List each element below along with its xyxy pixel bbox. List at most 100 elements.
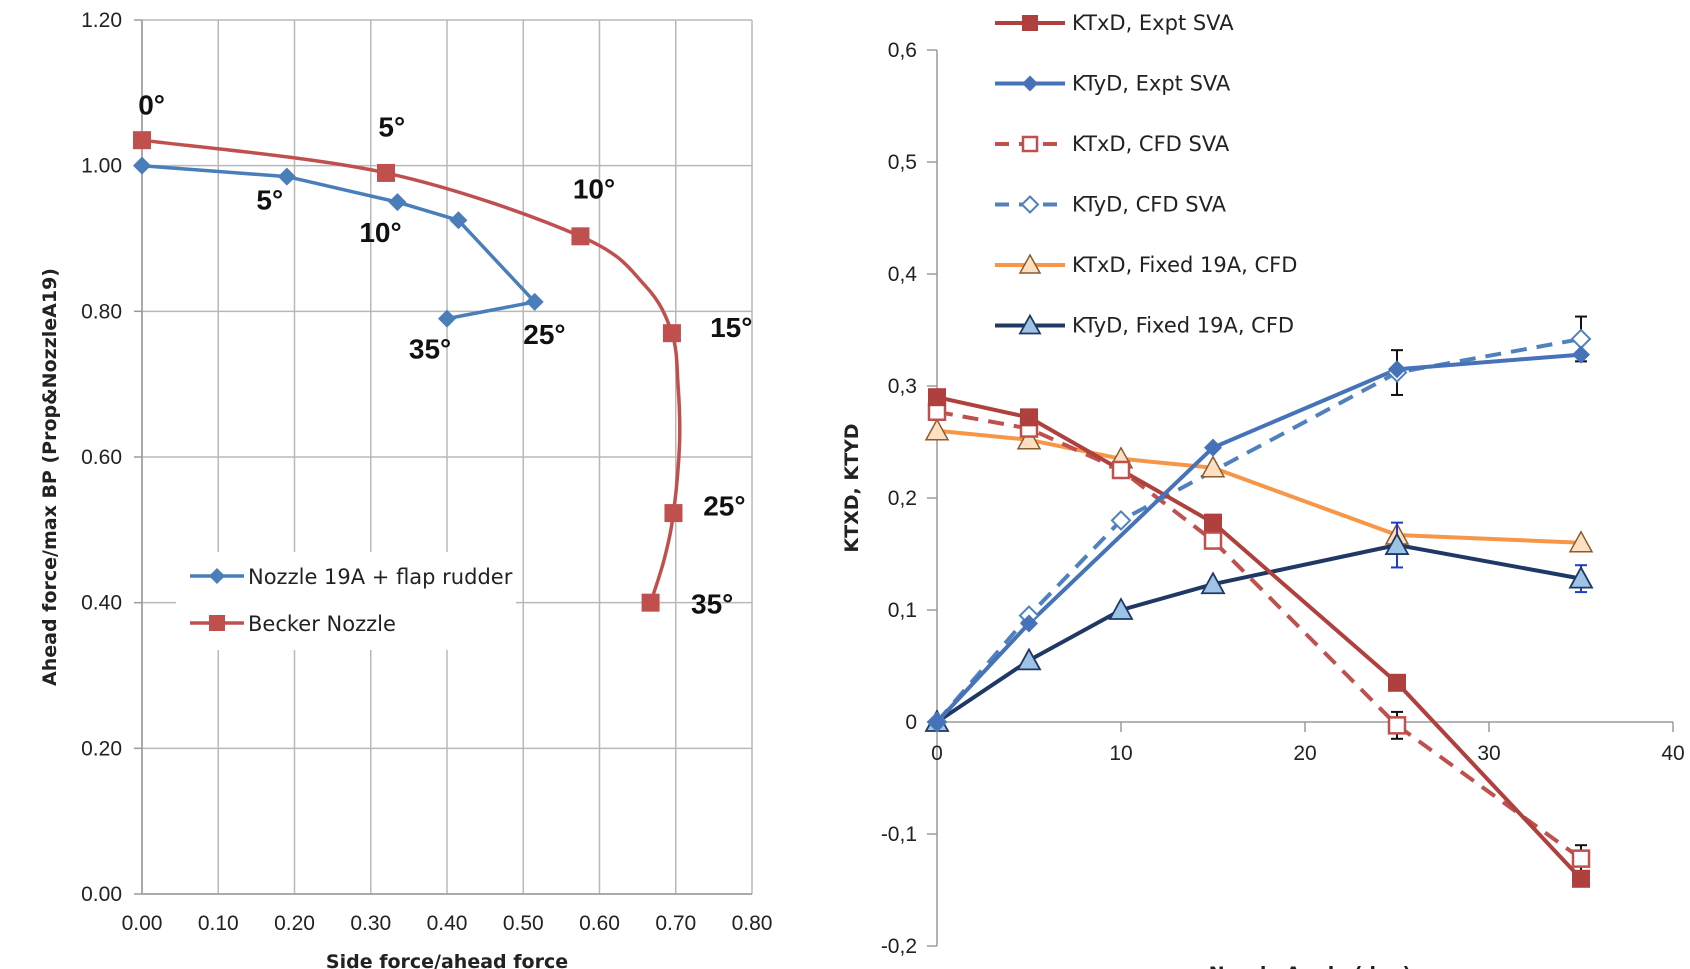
- data-point: [388, 193, 407, 212]
- legend-label: KTyD, Expt SVA: [1072, 72, 1231, 96]
- y-tick-label: 0,2: [888, 487, 917, 510]
- y-axis-title: KTXD, KTYD: [841, 423, 863, 552]
- legend-label: KTxD, Expt SVA: [1072, 11, 1234, 35]
- y-tick-label: 1.20: [81, 9, 122, 32]
- series-line-5: [936, 428, 1582, 545]
- y-tick-label: 0.20: [81, 737, 122, 760]
- x-tick-label: 0.60: [579, 912, 620, 935]
- angle-annotation: 10°: [359, 217, 401, 248]
- y-tick-label: 0,3: [888, 375, 917, 398]
- data-point: [1572, 869, 1590, 888]
- data-point: [1571, 849, 1591, 868]
- y-tick-label: 1.00: [81, 155, 122, 178]
- x-tick-label: 10: [1109, 742, 1132, 765]
- data-point: [1387, 716, 1407, 735]
- x-tick-label: 0.80: [732, 912, 773, 935]
- data-point: [1568, 530, 1594, 553]
- data-point: [1384, 532, 1410, 555]
- legend-marker: [1021, 135, 1039, 153]
- data-point: [1200, 571, 1226, 595]
- legend-box: [176, 552, 516, 650]
- angle-annotation: 25°: [523, 319, 565, 350]
- y-axis-title: Ahead force/max BP (Prop&NozzleA19): [39, 268, 61, 686]
- series-line-1: [936, 395, 1583, 881]
- legend-marker: [1018, 253, 1042, 274]
- y-tick-label: 0.00: [81, 883, 122, 906]
- data-point: [928, 388, 946, 407]
- data-point: [133, 156, 151, 175]
- x-tick-label: 0.70: [655, 912, 696, 935]
- x-tick-label: 0.50: [503, 912, 544, 935]
- angle-annotation: 35°: [691, 589, 733, 620]
- legend-marker: [1020, 195, 1040, 214]
- y-tick-label: -0,1: [881, 823, 917, 846]
- legend-label: KTxD, Fixed 19A, CFD: [1072, 253, 1297, 277]
- series-line-1: [141, 163, 537, 321]
- data-point: [1203, 531, 1223, 550]
- legend-label: KTyD, Fixed 19A, CFD: [1072, 314, 1294, 338]
- data-point: [1020, 408, 1038, 427]
- data-point: [1020, 614, 1038, 633]
- x-tick-label: 30: [1477, 742, 1500, 765]
- y-tick-label: 0.40: [81, 592, 122, 615]
- data-point: [1204, 513, 1222, 532]
- x-tick-label: 0.30: [350, 912, 391, 935]
- angle-annotation: 35°: [409, 334, 451, 365]
- data-point: [449, 211, 468, 230]
- x-tick-label: 0.10: [198, 912, 239, 935]
- data-point: [1110, 509, 1132, 531]
- y-tick-label: 0,5: [888, 151, 917, 174]
- x-tick-label: 40: [1661, 742, 1684, 765]
- angle-annotation: 15°: [710, 312, 752, 343]
- legend-label: Becker Nozzle: [248, 612, 396, 636]
- angle-annotation: 25°: [703, 490, 745, 521]
- data-point: [924, 418, 950, 441]
- angle-annotation: 5°: [256, 184, 283, 215]
- data-point: [1568, 565, 1594, 589]
- data-point: [1204, 438, 1222, 457]
- y-tick-label: 0: [905, 711, 917, 734]
- x-tick-label: 0.20: [274, 912, 315, 935]
- x-tick-label: 20: [1293, 742, 1316, 765]
- data-point: [571, 227, 590, 246]
- data-point: [1388, 673, 1406, 692]
- legend-marker: [1022, 15, 1038, 31]
- x-tick-label: 0: [931, 742, 943, 765]
- data-point: [1016, 647, 1042, 671]
- angle-annotation: 5°: [378, 112, 405, 143]
- data-point: [664, 504, 683, 523]
- legend-label: Nozzle 19A + flap rudder: [248, 565, 513, 589]
- data-point: [1016, 427, 1042, 450]
- data-point: [1570, 328, 1592, 350]
- data-point: [438, 309, 456, 328]
- y-tick-label: -0,2: [881, 935, 917, 958]
- data-point: [377, 163, 395, 182]
- y-tick-label: 0,1: [888, 599, 917, 622]
- data-point: [1388, 360, 1406, 379]
- x-axis-title: Nozzle Angle (deg): [1209, 963, 1411, 969]
- legend-label: KTyD, CFD SVA: [1072, 193, 1227, 217]
- legend-marker: [209, 615, 225, 631]
- legend-label: KTxD, CFD SVA: [1072, 132, 1230, 156]
- data-point: [928, 713, 946, 731]
- data-point: [1108, 597, 1134, 620]
- x-tick-label: 0.00: [122, 912, 163, 935]
- data-point: [1111, 460, 1131, 480]
- y-tick-label: 0.60: [81, 446, 122, 469]
- data-point: [277, 167, 296, 186]
- data-point: [525, 292, 544, 311]
- data-point: [641, 593, 660, 612]
- y-tick-label: 0,4: [888, 263, 918, 286]
- data-point: [1200, 455, 1226, 478]
- series-line-3: [936, 409, 1583, 861]
- x-axis-title: Side force/ahead force: [326, 951, 568, 969]
- legend-marker: [1018, 313, 1042, 335]
- legend-marker: [1022, 75, 1038, 92]
- y-tick-label: 0.80: [81, 300, 122, 323]
- y-tick-label: 0,6: [888, 39, 917, 62]
- x-tick-label: 0.40: [427, 912, 468, 935]
- data-point: [662, 324, 681, 343]
- nozzle-angle-chart: -0,2 -0,1 0 0,1 0,2 0,3 0,4 0,5 0,6 0 10 20 30 40 KTXD…: [841, 11, 1685, 969]
- data-point: [133, 131, 151, 150]
